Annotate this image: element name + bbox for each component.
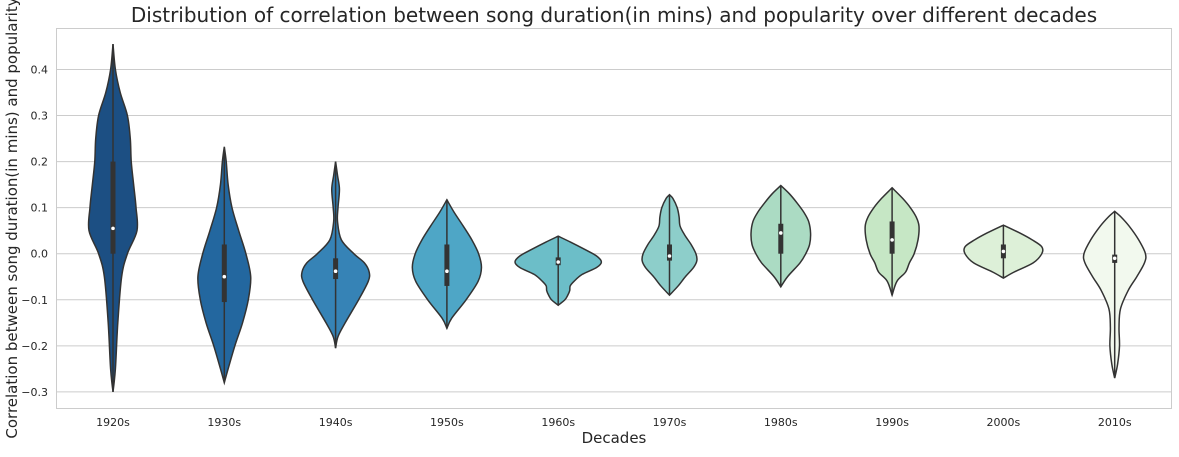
violin-2000s: [963, 224, 1044, 279]
x-tick-label: 1940s: [319, 416, 353, 429]
violin-iqr-box: [444, 244, 450, 286]
violin-iqr-box: [110, 161, 116, 254]
violin-2010s: [1082, 210, 1147, 379]
violin-median-dot: [333, 269, 338, 274]
y-tick-label: 0.2: [31, 156, 49, 169]
violin-median-dot: [667, 254, 672, 258]
violin-median-dot: [1001, 249, 1006, 254]
x-tick-label: 2000s: [987, 416, 1021, 429]
y-tick-label: 0.4: [31, 63, 49, 76]
violin-1980s: [750, 184, 812, 289]
violin-1960s: [514, 235, 603, 307]
y-tick-label: −0.3: [21, 386, 48, 399]
chart-title: Distribution of correlation between song…: [131, 3, 1097, 27]
violin-median-dot: [222, 274, 227, 279]
violin-iqr-box: [778, 223, 784, 254]
violin-median-dot: [445, 269, 449, 274]
x-tick-label: 1920s: [96, 416, 130, 429]
x-tick-label: 1930s: [207, 416, 241, 429]
x-tick-label: 2010s: [1098, 416, 1132, 429]
violin-1970s: [641, 193, 698, 297]
x-axis-label: Decades: [582, 429, 647, 447]
violins: [87, 44, 1147, 392]
violin-median-dot: [1112, 256, 1117, 261]
y-tick-labels: −0.3 −0.2 −0.1 0.0 0.1 0.2 0.3 0.4: [21, 63, 48, 398]
x-tick-label: 1960s: [541, 416, 575, 429]
x-tick-label: 1970s: [653, 416, 687, 429]
x-tick-label: 1980s: [764, 416, 798, 429]
violin-iqr-box: [333, 258, 339, 280]
x-tick-label: 1950s: [430, 416, 464, 429]
violin-iqr-box: [221, 244, 227, 303]
violin-1950s: [411, 198, 483, 331]
y-tick-label: 0.0: [31, 248, 49, 261]
violin-1930s: [197, 146, 252, 386]
violin-iqr-box: [667, 244, 672, 261]
violin-1920s: [87, 44, 139, 392]
plot-frame: [56, 28, 1172, 409]
x-tick-label: 1990s: [875, 416, 909, 429]
y-tick-label: −0.2: [21, 340, 48, 353]
violin-median-dot: [111, 226, 115, 231]
y-tick-label: 0.3: [31, 110, 49, 123]
violin-1940s: [300, 161, 371, 349]
x-tick-labels: 1920s 1930s 1940s 1950s 1960s 1970s 1980s 1990s…: [96, 416, 1132, 429]
y-tick-label: 0.1: [31, 202, 49, 215]
y-tick-label: −0.1: [21, 294, 48, 307]
violin-median-dot: [556, 260, 560, 264]
violin-median-dot: [890, 238, 894, 242]
y-axis-label: Correlation between song duration(in min…: [3, 0, 21, 439]
violin-1990s: [864, 186, 920, 298]
violin-median-dot: [779, 231, 783, 235]
violin-iqr-box: [889, 221, 895, 254]
